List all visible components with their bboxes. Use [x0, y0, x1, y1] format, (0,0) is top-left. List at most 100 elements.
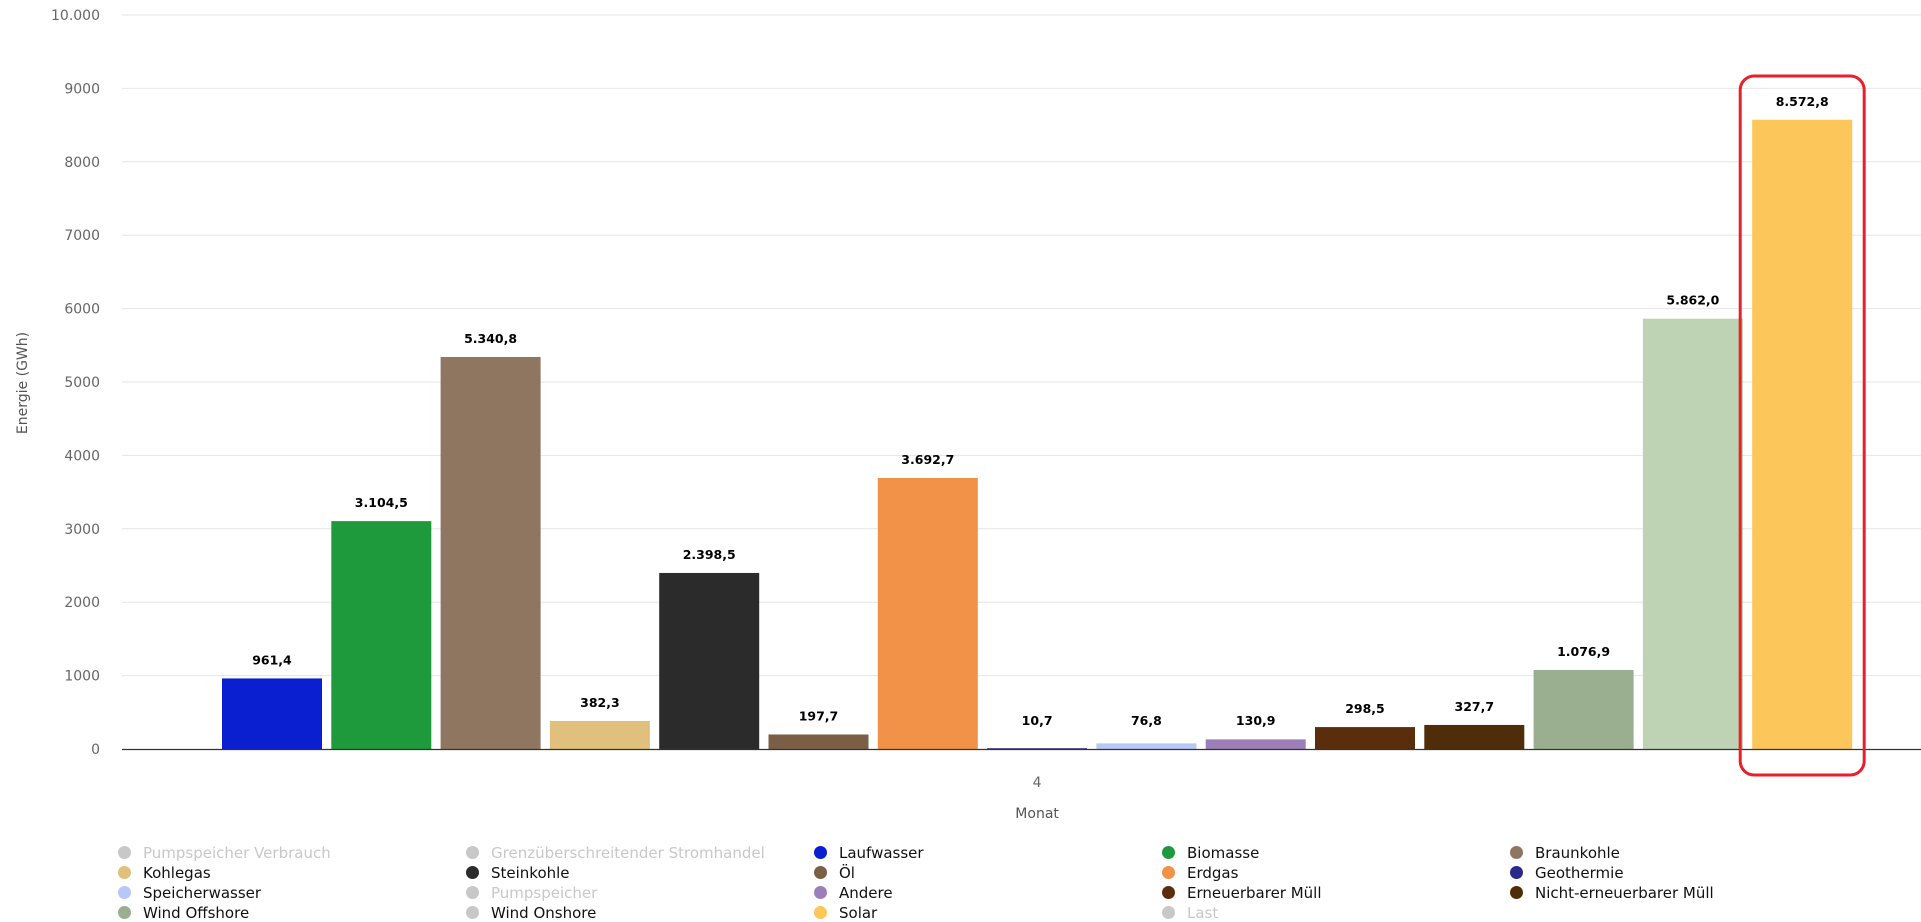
legend-label: Braunkohle: [1535, 843, 1620, 862]
legend-dot-icon: [1162, 886, 1175, 899]
y-tick-label: 0: [91, 742, 100, 758]
legend-dot-icon: [1510, 846, 1523, 859]
legend-dot-icon: [814, 866, 827, 879]
legend-item[interactable]: Last: [1162, 903, 1510, 922]
bar-kohlegas[interactable]: [549, 720, 650, 749]
legend-item[interactable]: Nicht-erneuerbarer Müll: [1510, 883, 1858, 902]
legend-dot-icon: [1162, 906, 1175, 919]
bar-laufwasser[interactable]: [222, 678, 322, 749]
legend-item[interactable]: Speicherwasser: [118, 883, 466, 902]
legend-item[interactable]: Andere: [814, 883, 1162, 902]
legend-dot-icon: [466, 906, 479, 919]
y-tick-label: 8000: [64, 155, 100, 171]
bar-andere[interactable]: [1205, 739, 1306, 749]
legend-item[interactable]: Grenzüberschreitender Stromhandel: [466, 843, 814, 862]
y-tick-label: 1000: [64, 669, 100, 685]
legend-dot-icon: [118, 846, 131, 859]
legend-item[interactable]: Biomasse: [1162, 843, 1510, 862]
legend-item[interactable]: Pumpspeicher: [466, 883, 814, 902]
x-axis-title: Monat: [1015, 806, 1059, 822]
legend-item[interactable]: Wind Onshore: [466, 903, 814, 922]
bar-steinkohle[interactable]: [659, 572, 760, 749]
legend-label: Öl: [839, 863, 855, 882]
legend-label: Wind Onshore: [491, 903, 597, 922]
data-label: 3.692,7: [901, 452, 954, 467]
data-label: 8.572,8: [1776, 94, 1829, 109]
legend-item[interactable]: Braunkohle: [1510, 843, 1858, 862]
legend-item[interactable]: Erdgas: [1162, 863, 1510, 882]
legend-item[interactable]: Öl: [814, 863, 1162, 882]
legend-label: Erdgas: [1187, 863, 1239, 882]
bar-speicherwasser[interactable]: [1096, 743, 1197, 749]
bars: [222, 119, 1853, 750]
legend-item[interactable]: Solar: [814, 903, 1162, 922]
bar-solar[interactable]: [1752, 119, 1853, 750]
bar-erdgas[interactable]: [877, 477, 978, 749]
legend-item[interactable]: Wind Offshore: [118, 903, 466, 922]
data-label: 298,5: [1345, 701, 1385, 716]
x-tick-label: 4: [1033, 775, 1042, 791]
legend-item[interactable]: Laufwasser: [814, 843, 1162, 862]
legend-label: Last: [1187, 903, 1219, 922]
legend-label: Kohlegas: [143, 863, 211, 882]
legend-label: Solar: [839, 903, 878, 922]
legend-dot-icon: [814, 846, 827, 859]
y-tick-label: 6000: [64, 302, 100, 318]
bar-wind-offshore[interactable]: [1533, 669, 1634, 749]
data-label: 2.398,5: [683, 547, 736, 562]
bar-braunkohle[interactable]: [440, 356, 541, 749]
y-axis-ticks: 0 1000 2000 3000 4000 5000 6000 7000 8000 9000 10.…: [51, 8, 100, 758]
legend-label: Nicht-erneuerbarer Müll: [1535, 883, 1714, 902]
legend-dot-icon: [466, 846, 479, 859]
legend-dot-icon: [118, 866, 131, 879]
y-tick-label: 10.000: [51, 8, 100, 24]
legend-dot-icon: [814, 906, 827, 919]
data-label: 76,8: [1131, 713, 1162, 728]
legend-item[interactable]: Kohlegas: [118, 863, 466, 882]
highlight-box: [1738, 74, 1866, 777]
bar-wind-onshore[interactable]: [1642, 318, 1743, 749]
y-tick-label: 9000: [64, 81, 100, 97]
y-tick-label: 3000: [64, 522, 100, 538]
legend-dot-icon: [118, 886, 131, 899]
legend-dot-icon: [466, 866, 479, 879]
y-tick-label: 4000: [64, 448, 100, 464]
legend-dot-icon: [1162, 866, 1175, 879]
data-label: 5.862,0: [1666, 293, 1719, 308]
data-label: 5.340,8: [464, 331, 517, 346]
data-label: 10,7: [1022, 713, 1053, 728]
legend-label: Erneuerbarer Müll: [1187, 883, 1322, 902]
legend-label: Andere: [839, 883, 893, 902]
legend-item[interactable]: Geothermie: [1510, 863, 1858, 882]
legend-label: Pumpspeicher Verbrauch: [143, 843, 331, 862]
legend-label: Laufwasser: [839, 843, 924, 862]
legend-label: Geothermie: [1535, 863, 1624, 882]
bar-nicht-erneuerbarer-müll[interactable]: [1424, 724, 1525, 749]
y-tick-label: 2000: [64, 595, 100, 611]
legend-dot-icon: [466, 886, 479, 899]
y-tick-label: 5000: [64, 375, 100, 391]
legend-label: Pumpspeicher: [491, 883, 598, 902]
legend-label: Steinkohle: [491, 863, 570, 882]
legend-item[interactable]: Steinkohle: [466, 863, 814, 882]
legend-label: Grenzüberschreitender Stromhandel: [491, 843, 765, 862]
data-label: 3.104,5: [355, 495, 408, 510]
legend-item[interactable]: Pumpspeicher Verbrauch: [118, 843, 466, 862]
legend-dot-icon: [1162, 846, 1175, 859]
data-label: 961,4: [252, 652, 292, 667]
data-label: 1.076,9: [1557, 644, 1610, 659]
legend-label: Biomasse: [1187, 843, 1260, 862]
data-label: 382,3: [580, 695, 620, 710]
legend-dot-icon: [1510, 886, 1523, 899]
legend: Pumpspeicher Verbrauch Grenzüberschreiten…: [118, 843, 1798, 922]
legend-label: Speicherwasser: [143, 883, 262, 902]
bar-erneuerbarer-müll[interactable]: [1315, 727, 1415, 749]
legend-dot-icon: [118, 906, 131, 919]
legend-item[interactable]: Erneuerbarer Müll: [1162, 883, 1510, 902]
data-label: 197,7: [799, 708, 839, 723]
bar-biomasse[interactable]: [331, 521, 432, 749]
bar-öl[interactable]: [768, 734, 869, 749]
data-label: 130,9: [1236, 713, 1276, 728]
data-label: 327,7: [1455, 699, 1495, 714]
